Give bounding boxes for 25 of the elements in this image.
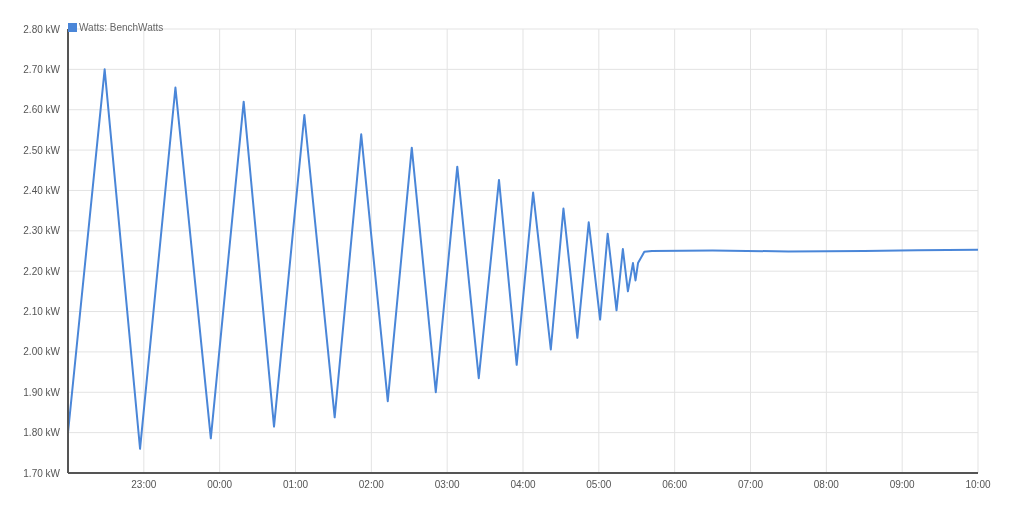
x-tick-label: 07:00 — [737, 479, 764, 491]
x-tick-label: 00:00 — [207, 479, 233, 491]
y-tick-label: 2.10 kW — [23, 306, 61, 318]
y-tick-label: 1.80 kW — [23, 427, 61, 439]
x-tick-label: 10:00 — [965, 479, 991, 491]
y-tick-label: 2.20 kW — [23, 265, 61, 277]
y-tick-label: 2.00 kW — [23, 346, 61, 358]
x-tick-label: 01:00 — [282, 479, 309, 491]
x-tick-label: 02:00 — [358, 479, 385, 491]
x-tick-label: 06:00 — [662, 479, 688, 491]
legend-label: Watts: BenchWatts — [78, 22, 164, 33]
y-tick-label: 1.70 kW — [23, 467, 61, 479]
x-tick-label: 23:00 — [131, 479, 157, 491]
x-tick-label: 05:00 — [586, 479, 612, 491]
x-tick-label: 09:00 — [889, 479, 916, 491]
x-tick-label: 04:00 — [510, 479, 536, 491]
x-tick-label: 08:00 — [813, 479, 840, 491]
y-tick-label: 2.40 kW — [23, 185, 61, 196]
y-tick-label: 2.30 kW — [23, 225, 61, 237]
y-tick-label: 2.50 kW — [23, 144, 61, 156]
y-tick-label: 2.60 kW — [23, 104, 61, 116]
x-tick-label: 03:00 — [434, 479, 461, 491]
y-tick-label: 2.80 kW — [23, 23, 61, 35]
y-tick-label: 1.90 kW — [23, 386, 61, 398]
y-tick-label: 2.70 kW — [23, 63, 61, 75]
